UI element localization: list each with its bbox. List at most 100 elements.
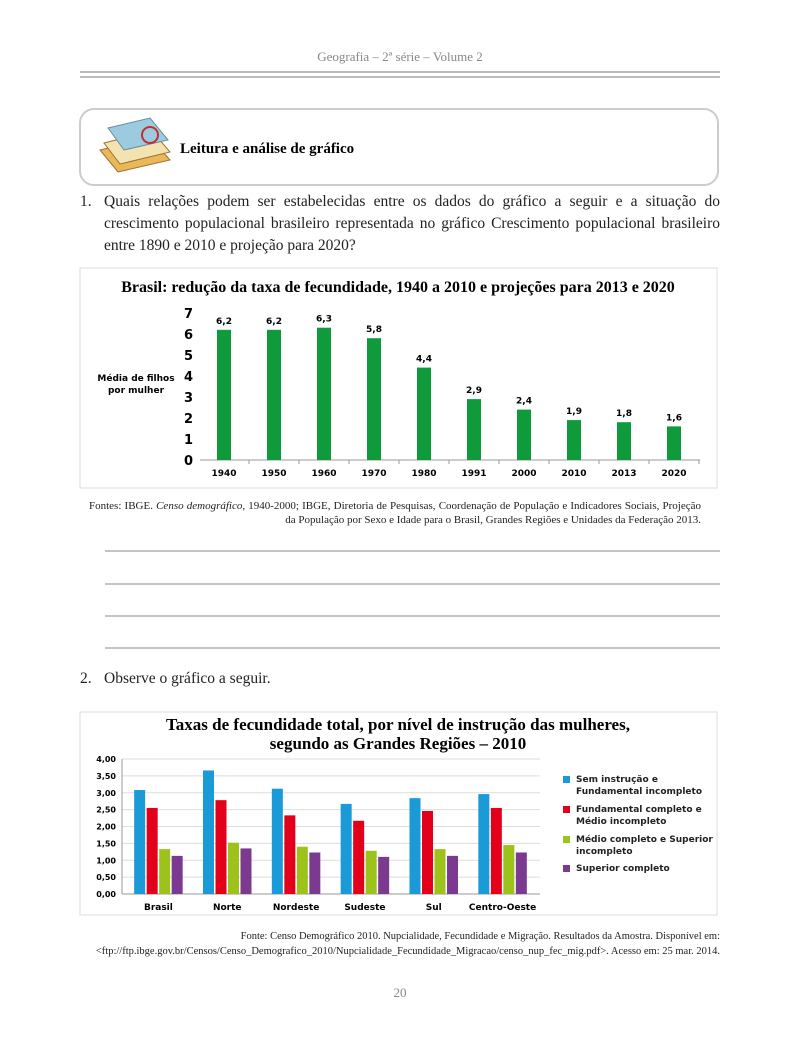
question-text: Observe o gráfico a seguir.: [104, 670, 271, 687]
x-tick-label: 2010: [561, 469, 586, 479]
bar: [409, 798, 421, 894]
legend-label: Sem instrução e Fundamental incompleto: [576, 775, 703, 797]
bar: [367, 338, 381, 460]
legend-swatch: [563, 836, 570, 843]
bar: [215, 800, 227, 894]
bar: [217, 329, 231, 460]
bar: [515, 852, 527, 894]
y-tick-label: 1: [184, 433, 193, 448]
bar: [434, 849, 446, 894]
x-tick-label: Brasil: [144, 903, 173, 913]
bar: [490, 807, 502, 894]
question-number: 1.: [80, 193, 92, 210]
y-tick-label: 5: [184, 349, 193, 364]
bar: [296, 846, 308, 894]
y-tick-label: 4: [184, 370, 193, 385]
bar: [478, 794, 490, 894]
x-tick-label: 1940: [211, 469, 236, 479]
legend-swatch: [563, 776, 570, 783]
bar: [667, 426, 681, 460]
bar: [340, 803, 352, 894]
x-tick-label: 1991: [461, 469, 486, 479]
bar: [617, 422, 631, 460]
bar: [317, 327, 331, 460]
running-header: Geografia – 2ª série – Volume 2: [317, 49, 483, 64]
question: 1. Quais relações podem ser estabelecida…: [80, 191, 720, 257]
question-text: Quais relações podem ser estabelecidas e…: [104, 193, 720, 254]
source: Fontes: IBGE. Censo demográfico, 1940-20…: [89, 499, 701, 527]
value-label: 1,6: [666, 413, 682, 423]
y-tick-label: 7: [184, 307, 193, 322]
value-label: 6,3: [316, 315, 332, 325]
value-label: 4,4: [416, 355, 432, 365]
x-tick-label: Sul: [426, 903, 442, 913]
x-tick-label: 2020: [661, 469, 686, 479]
value-label: 2,9: [466, 386, 482, 396]
value-label: 1,8: [616, 409, 632, 419]
y-tick-label: 6: [184, 328, 193, 343]
chart-frame: [79, 267, 718, 489]
value-label: 5,8: [366, 325, 382, 335]
value-label: 1,9: [566, 407, 582, 417]
bar: [422, 810, 433, 894]
question-number: 2.: [80, 670, 92, 687]
value-label: 6,2: [216, 317, 232, 327]
x-tick-label: 2000: [511, 469, 536, 479]
source: Fonte: Censo Demográfico 2010. Nupcialid…: [95, 931, 720, 957]
y-tick-label: 1,00: [96, 856, 116, 865]
bar: [203, 770, 214, 894]
y-axis-label: Média de filhos: [97, 373, 174, 384]
x-tick-label: 1980: [411, 469, 436, 479]
bar: [159, 849, 171, 894]
y-tick-label: 2: [184, 412, 193, 427]
x-tick-label: Centro-Oeste: [469, 903, 536, 913]
y-tick-label: 2,00: [96, 823, 116, 832]
legend-swatch: [563, 865, 570, 872]
question: 2. Observe o gráfico a seguir.: [80, 668, 720, 690]
x-tick-label: 1970: [361, 469, 386, 479]
x-tick-label: Norte: [213, 903, 242, 913]
bar: [228, 842, 239, 894]
bar: [567, 420, 581, 460]
bar: [378, 856, 390, 894]
x-tick-label: Sudeste: [344, 903, 385, 913]
y-tick-label: 2,50: [96, 806, 116, 815]
y-tick-label: 3,50: [96, 772, 116, 781]
bar: [467, 399, 481, 460]
legend-label: Superior completo: [576, 864, 670, 874]
y-tick-label: 3: [184, 391, 193, 406]
value-label: 6,2: [266, 317, 282, 327]
source-text: Fontes: IBGE.: [89, 500, 157, 512]
y-tick-label: 0,00: [96, 890, 116, 899]
y-tick-label: 1,50: [96, 839, 116, 848]
bar: [447, 855, 458, 894]
bar: [284, 815, 296, 894]
bar: [240, 848, 252, 894]
x-tick-label: 1950: [261, 469, 286, 479]
bar: [309, 852, 321, 894]
chart-frame: [79, 711, 718, 916]
x-tick-label: 2013: [611, 469, 636, 479]
bar: [134, 790, 146, 894]
book-icon: [99, 117, 171, 173]
bar: [365, 850, 377, 894]
value-label: 2,4: [516, 397, 532, 407]
legend-label: Médio completo e Superior incompleto: [576, 835, 713, 857]
bar: [267, 329, 281, 460]
chart-title: Brasil: redução da taxa de fecundidade, …: [121, 279, 675, 296]
y-tick-label: 0: [184, 454, 193, 469]
y-tick-label: 3,00: [96, 789, 116, 798]
y-axis-label: por mulher: [108, 386, 165, 396]
x-tick-label: Nordeste: [273, 903, 319, 913]
legend-swatch: [563, 806, 570, 813]
legend-label: Fundamental completo e Médio incompleto: [576, 805, 702, 827]
y-tick-label: 0,50: [96, 873, 116, 882]
bar: [271, 788, 283, 894]
chart-title: Taxas de fecundidade total, por nível de…: [166, 715, 630, 734]
activity-box: [79, 108, 719, 186]
bar: [417, 367, 431, 460]
bar: [503, 845, 515, 894]
page-number: 20: [394, 985, 407, 1000]
